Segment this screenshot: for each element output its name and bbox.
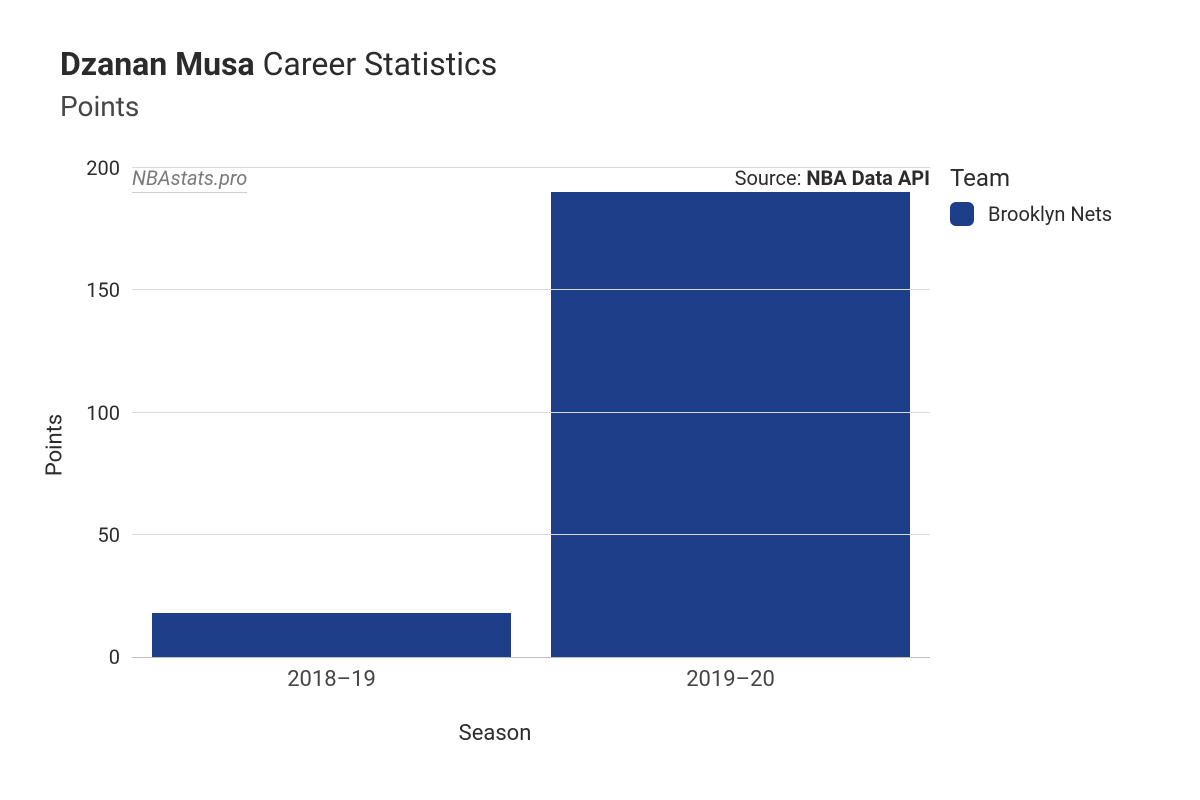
y-axis-label: Points — [43, 414, 68, 476]
gridline — [132, 412, 930, 413]
y-tick-label: 150 — [76, 278, 120, 302]
title-name: Dzanan Musa — [60, 45, 255, 83]
gridline — [132, 289, 930, 290]
bar — [551, 192, 910, 657]
legend: Team Brooklyn Nets — [950, 164, 1160, 226]
bar — [152, 613, 511, 657]
chart-area: Points NBAstats.pro Source: NBA Data API… — [60, 150, 1160, 740]
legend-label: Brooklyn Nets — [988, 202, 1112, 226]
page-subtitle: Points — [60, 90, 1160, 123]
y-tick-label: 200 — [76, 156, 120, 180]
title-rest: Career Statistics — [255, 45, 498, 83]
y-tick-label: 0 — [76, 645, 120, 669]
x-tick-label: 2018–19 — [287, 667, 376, 692]
legend-swatch — [950, 202, 974, 226]
gridline — [132, 167, 930, 168]
chart-container: Dzanan Musa Career Statistics Points Poi… — [0, 0, 1200, 800]
plot-region: NBAstats.pro Source: NBA Data API 050100… — [132, 168, 930, 658]
legend-item: Brooklyn Nets — [950, 202, 1160, 226]
legend-title: Team — [950, 164, 1160, 192]
x-tick-label: 2019–20 — [686, 667, 775, 692]
y-tick-label: 100 — [76, 401, 120, 425]
x-axis-label: Season — [60, 721, 930, 746]
page-title: Dzanan Musa Career Statistics — [60, 44, 1160, 84]
gridline — [132, 534, 930, 535]
y-tick-label: 50 — [76, 523, 120, 547]
bars-layer — [132, 168, 930, 657]
